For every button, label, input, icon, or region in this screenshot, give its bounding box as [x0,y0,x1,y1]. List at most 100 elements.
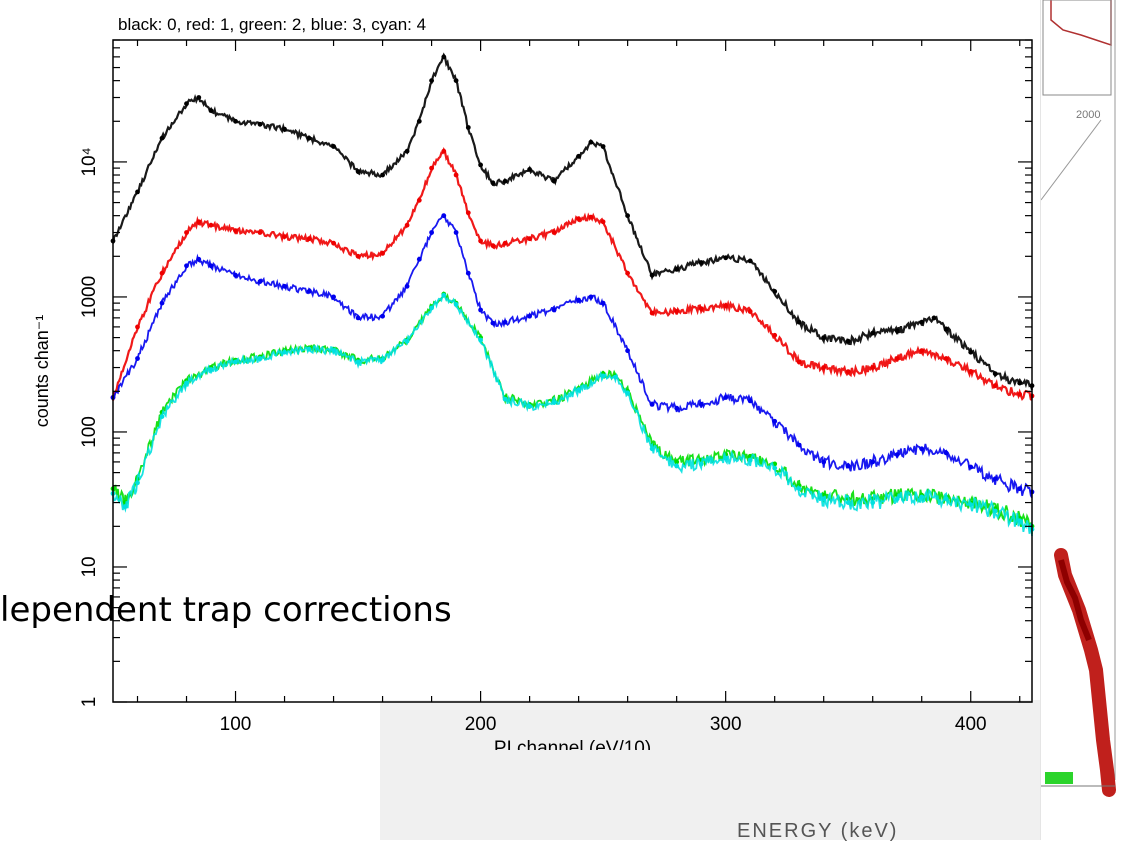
data-point [919,320,924,325]
data-point [944,356,949,361]
data-point [944,327,949,332]
data-point [441,213,446,218]
data-point [454,230,459,235]
data-point [356,254,361,259]
data-point [993,371,998,376]
data-point [870,500,875,505]
data-point [993,476,998,481]
x-tick-label: 400 [955,714,987,735]
data-point [417,119,422,124]
data-point [527,314,532,319]
x-axis-label: PI channel (eV/10) [494,738,651,750]
data-point [405,284,410,289]
data-point [405,149,410,154]
x-tick-label: 100 [220,714,252,735]
series-line [113,150,1032,401]
data-point [478,163,483,168]
data-point [821,496,826,501]
data-point [135,356,140,361]
data-point [674,267,679,272]
data-point [723,456,728,461]
data-point [650,273,655,278]
y-tick-label: 10 [79,556,100,577]
data-point [466,210,471,215]
data-point [552,308,557,313]
data-point [968,369,973,374]
data-point [772,419,777,424]
data-point [1017,518,1022,523]
data-point [601,374,606,379]
data-point [552,230,557,235]
data-point [380,251,385,256]
data-point [870,331,875,336]
data-point [674,406,679,411]
data-point [491,321,496,326]
slide-overlay-text: lependent trap corrections [0,590,452,630]
data-point [846,500,851,505]
data-point [429,306,434,311]
data-point [625,271,630,276]
data-point [968,350,973,355]
data-point [919,495,924,500]
data-point [135,190,140,195]
data-point [417,198,422,203]
data-point [405,223,410,228]
data-point [968,502,973,507]
spectrum-chart: black: 0, red: 1, green: 2, blue: 3, cya… [0,0,1040,750]
background-chart-fragment: 2000 [1041,0,1131,840]
y-tick-label: 1 [79,697,100,708]
data-point [601,219,606,224]
data-point [527,236,532,241]
data-point [589,215,594,220]
y-tick-label: 100 [79,416,100,448]
data-point [503,241,508,246]
data-point [123,504,128,509]
data-point [589,140,594,145]
data-point [491,180,496,185]
data-point [846,464,851,469]
data-point [258,356,263,361]
data-point [589,295,594,300]
data-point [429,166,434,171]
y-tick-label: 1000 [79,276,100,318]
data-point [576,298,581,303]
data-point [650,311,655,316]
data-point [454,173,459,178]
data-point [576,216,581,221]
data-point [417,257,422,262]
data-point [846,369,851,374]
data-point [895,329,900,334]
data-point [699,462,704,467]
data-point [196,257,201,262]
data-point [821,335,826,340]
data-point [699,306,704,311]
data-point [282,234,287,239]
data-point [184,101,189,106]
data-point [356,360,361,365]
y-axis-label: counts chan⁻¹ [32,315,52,428]
data-point [441,293,446,298]
data-point [625,213,630,218]
data-point [503,179,508,184]
data-point [1017,392,1022,397]
side-tick-label: 2000 [1076,109,1100,121]
data-point [454,78,459,83]
data-point [441,149,446,154]
data-point [405,339,410,344]
data-point [870,460,875,465]
data-point [527,167,532,172]
data-point [576,154,581,159]
data-point [331,144,336,149]
data-point [307,236,312,241]
data-point [356,316,361,321]
data-point [625,348,630,353]
data-point [1017,381,1022,386]
data-point [135,325,140,330]
data-point [441,55,446,60]
data-point [968,465,973,470]
data-point [307,289,312,294]
data-point [797,486,802,491]
data-point [772,466,777,471]
data-point [160,271,165,276]
data-point [772,333,777,338]
